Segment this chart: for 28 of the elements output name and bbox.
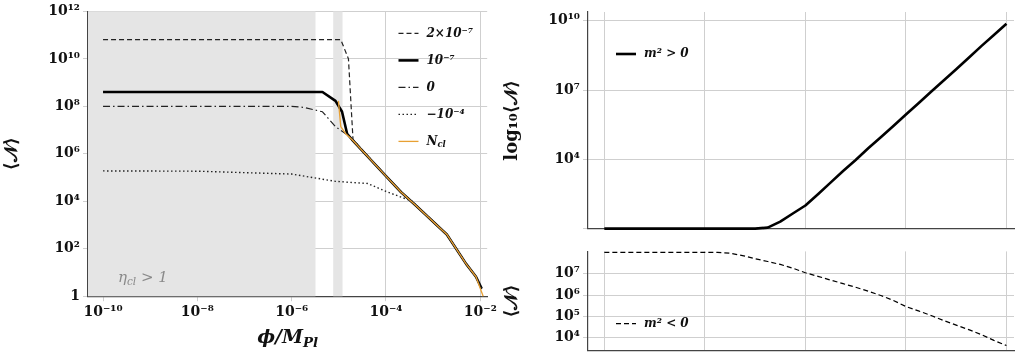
y-tick-label: 1	[70, 286, 80, 303]
y-tick-label: 10¹⁰	[548, 11, 580, 28]
y-axis-title: log₁₀⟨𝒩⟩	[499, 79, 521, 161]
legend-label: 10⁻⁷	[426, 52, 455, 67]
y-tick-label: 10⁴	[54, 191, 80, 208]
x-tick-label: 10⁻⁶	[275, 303, 309, 320]
y-tick-label: 10⁵	[554, 307, 580, 324]
x-tick-label: 10⁻⁴	[369, 303, 403, 320]
y-tick-label: 10²	[54, 239, 80, 256]
y-tick-label: 10¹²	[48, 2, 80, 19]
y-tick-label: 10⁴	[554, 149, 580, 166]
y-axis-title: ⟨𝒩⟩	[0, 137, 21, 171]
x-tick-label: 10⁻¹⁰	[83, 303, 123, 320]
y-tick-label: 10¹⁰	[48, 49, 80, 66]
legend-label: 2×10⁻⁷	[425, 25, 474, 40]
y-tick-label: 10⁸	[54, 96, 80, 113]
x-tick-label: 10⁻⁸	[180, 303, 214, 320]
y-tick-label: 10⁷	[554, 80, 580, 97]
y-tick-label: 10⁷	[554, 264, 580, 281]
x-tick-label: 10⁻²	[463, 303, 497, 320]
legend-label: 0	[426, 79, 436, 94]
legend-label: m² < 0	[644, 315, 690, 330]
y-tick-label: 10⁴	[554, 328, 580, 345]
y-tick-label: 10⁶	[554, 285, 580, 302]
legend-label: −10⁻⁴	[426, 106, 465, 121]
y-axis-title: ⟨𝒩⟩	[499, 284, 521, 318]
legend-label: m² > 0	[644, 46, 690, 61]
y-tick-label: 10⁶	[54, 144, 80, 161]
